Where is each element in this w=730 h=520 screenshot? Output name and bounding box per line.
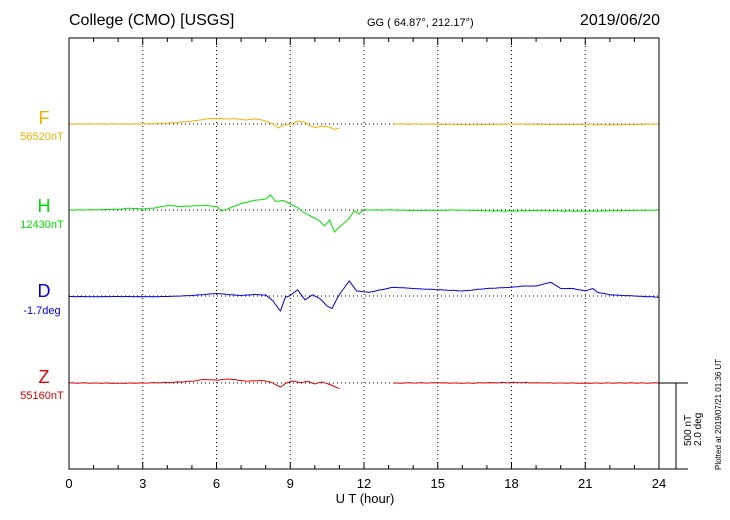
series-line-z (68, 378, 340, 389)
channel-d-name: D (37, 281, 51, 301)
station-coordinates: GG ( 64.87°, 212.17°) (367, 17, 474, 29)
x-tick-label: 0 (65, 476, 72, 491)
x-tick-label: 15 (431, 476, 445, 491)
series-line-z (393, 381, 660, 384)
series-line-f (68, 117, 340, 131)
x-tick-label: 18 (504, 476, 518, 491)
series-lines (68, 117, 660, 389)
grid-lines (142, 38, 586, 469)
x-tick-label: 3 (139, 476, 146, 491)
x-tick-label: 9 (287, 476, 294, 491)
chart-title: College (CMO) [USGS] (69, 12, 235, 29)
channel-h-baseline: 12430nT (20, 219, 64, 231)
channel-h-name: H (37, 196, 51, 216)
series-line-f (393, 123, 660, 126)
channel-f-name: F (38, 108, 50, 128)
chart-date: 2019/06/20 (579, 12, 660, 29)
x-tick-label: 12 (357, 476, 371, 491)
x-tick-label: 24 (652, 476, 666, 491)
series-line-h (68, 194, 660, 233)
channel-f-baseline: 56520nT (20, 131, 64, 143)
channel-d-baseline: -1.7deg (23, 305, 61, 317)
x-ticks: 0 3 6 9 12 15 18 21 24 (65, 38, 666, 491)
x-tick-label: 6 (213, 476, 220, 491)
x-tick-label: 21 (578, 476, 592, 491)
x-axis-label: U T (hour) (335, 491, 395, 506)
series-line-d (69, 280, 660, 313)
scale-bar (659, 382, 688, 470)
channel-z-baseline: 55160nT (20, 390, 64, 402)
channel-z-name: Z (38, 367, 50, 387)
